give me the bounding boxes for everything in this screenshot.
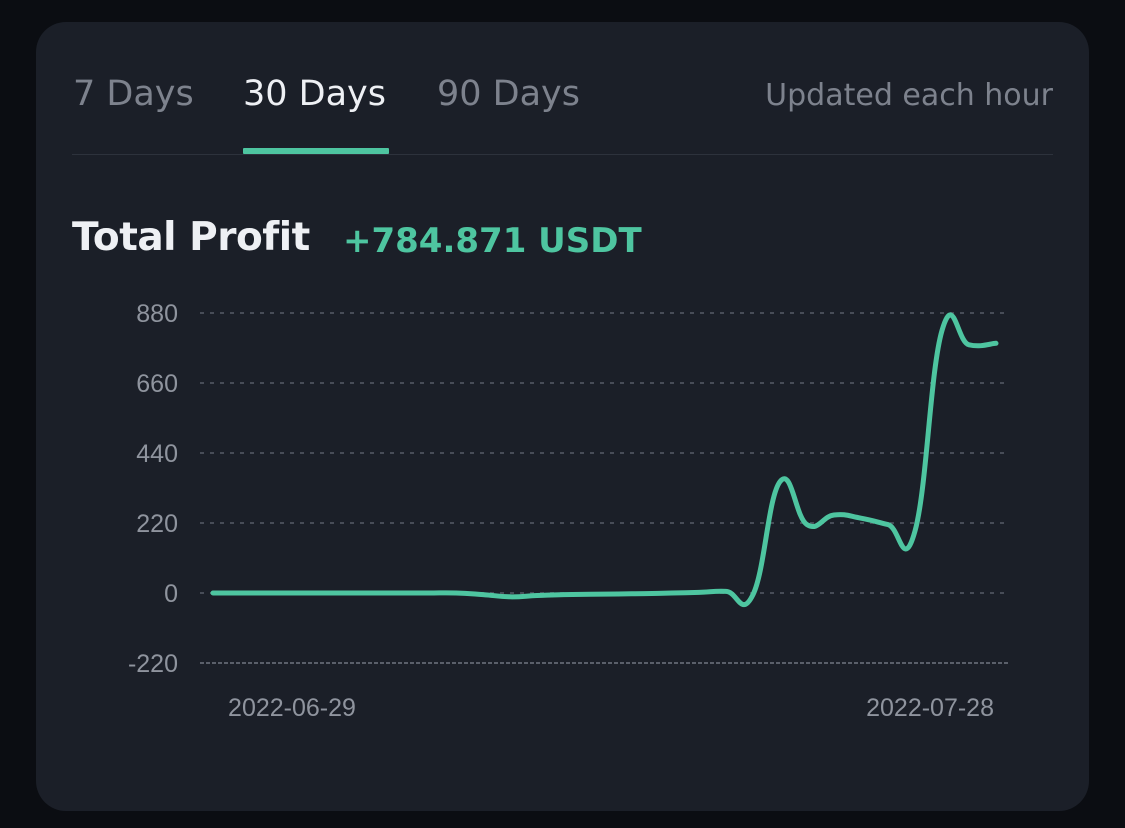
x-tick-label: 2022-07-28 xyxy=(866,694,994,722)
y-tick-label: -220 xyxy=(128,650,178,678)
tabs-divider xyxy=(72,154,1053,155)
x-tick-label: 2022-06-29 xyxy=(228,694,356,722)
tab-30-days[interactable]: 30 Days xyxy=(243,74,387,114)
profit-line-chart: 880 660 440 220 0 -220 2022-06-29 2022-07-28 xyxy=(128,300,1008,722)
profit-series-line xyxy=(210,312,999,608)
y-tick-label: 880 xyxy=(136,300,178,328)
chart-y-axis: 880 660 440 220 0 -220 xyxy=(128,300,178,678)
y-tick-label: 660 xyxy=(136,370,178,398)
y-tick-label: 220 xyxy=(136,510,178,538)
update-frequency-note: Updated each hour xyxy=(765,78,1053,113)
tab-90-days[interactable]: 90 Days xyxy=(437,74,581,114)
total-profit-label: Total Profit xyxy=(72,215,310,260)
y-tick-label: 440 xyxy=(136,440,178,468)
active-tab-indicator xyxy=(243,148,389,154)
chart-series xyxy=(210,312,999,608)
y-tick-label: 0 xyxy=(164,580,178,608)
chart-gridlines xyxy=(200,312,1008,664)
total-profit-value: +784.871 USDT xyxy=(343,221,642,261)
period-tabs: 7 Days 30 Days 90 Days Updated each hour xyxy=(36,22,1089,154)
profit-card: 7 Days 30 Days 90 Days Updated each hour… xyxy=(36,22,1089,811)
tab-7-days[interactable]: 7 Days xyxy=(73,74,194,114)
chart-x-axis: 2022-06-29 2022-07-28 xyxy=(228,694,994,722)
